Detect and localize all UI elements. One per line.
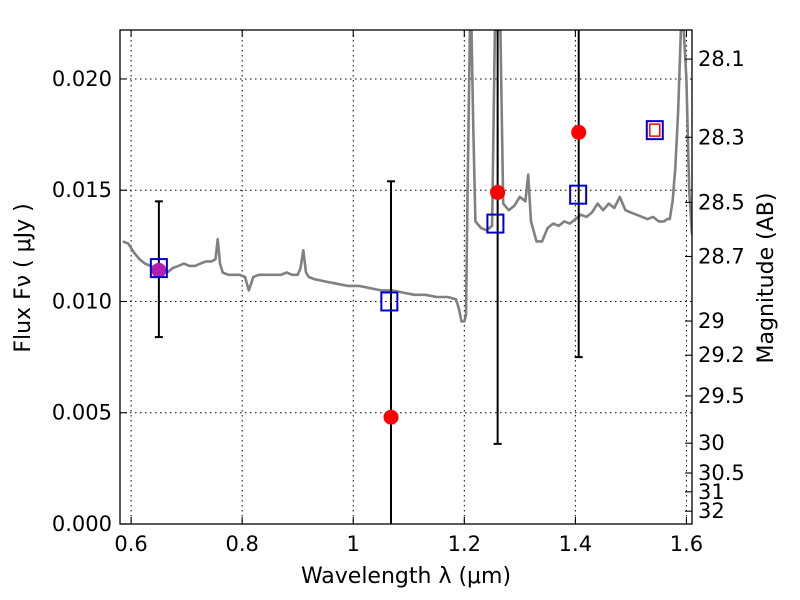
right-tick-label: 29.5: [698, 384, 745, 408]
x-tick-label: 1.2: [448, 532, 481, 556]
x-tick-label: 0.6: [114, 532, 147, 556]
plot-frame: [119, 29, 693, 525]
data-point-square: [149, 258, 168, 279]
data-point-square: [380, 291, 399, 312]
x-axis-label: Wavelength λ (μm): [301, 564, 511, 589]
data-point-square: [569, 184, 588, 205]
right-tick-label: 30: [698, 431, 725, 455]
data-point-square: [486, 213, 505, 234]
data-point-circle: [571, 124, 587, 140]
data-point-square-inner: [649, 123, 661, 137]
right-tick-label: 30.5: [698, 461, 745, 485]
data-point-square: [645, 120, 664, 141]
axis-ticks: 0.6 0.8 1 1.2 1.4 1.6 0.000 0.005 0.010 0.015 0.02…: [52, 30, 745, 556]
y-tick-label: 0.000: [52, 512, 112, 536]
y-tick-label: 0.005: [52, 401, 112, 425]
right-tick-label: 28.5: [698, 190, 745, 214]
error-bars: [154, 30, 583, 524]
x-tick-label: 1: [347, 532, 360, 556]
y-axis-label: Flux Fν ( μJy ): [11, 203, 36, 352]
right-tick-label: 29.2: [698, 343, 745, 367]
right-tick-label: 31: [698, 480, 725, 504]
x-tick-label: 1.4: [559, 532, 592, 556]
right-tick-label: 32: [698, 499, 725, 523]
right-axis-label: Magnitude (AB): [754, 193, 779, 364]
plot-border: [119, 29, 693, 525]
data-points: [149, 120, 664, 425]
right-tick-label: 28.3: [698, 125, 745, 149]
y-tick-label: 0.020: [52, 67, 112, 91]
model-spectrum: [122, 30, 692, 323]
data-point-circle: [151, 262, 167, 278]
y-tick-label: 0.015: [52, 178, 112, 202]
right-tick-label: 28.1: [698, 47, 745, 71]
right-tick-label: 29: [698, 309, 725, 333]
right-tick-label: 28.7: [698, 244, 745, 268]
y-tick-label: 0.010: [52, 289, 112, 313]
grid: [120, 30, 692, 525]
data-point-circle: [383, 409, 399, 425]
spectrum-line: [122, 30, 692, 323]
data-point-circle: [490, 184, 506, 200]
x-tick-label: 0.8: [225, 532, 258, 556]
x-tick-label: 1.6: [670, 532, 703, 556]
